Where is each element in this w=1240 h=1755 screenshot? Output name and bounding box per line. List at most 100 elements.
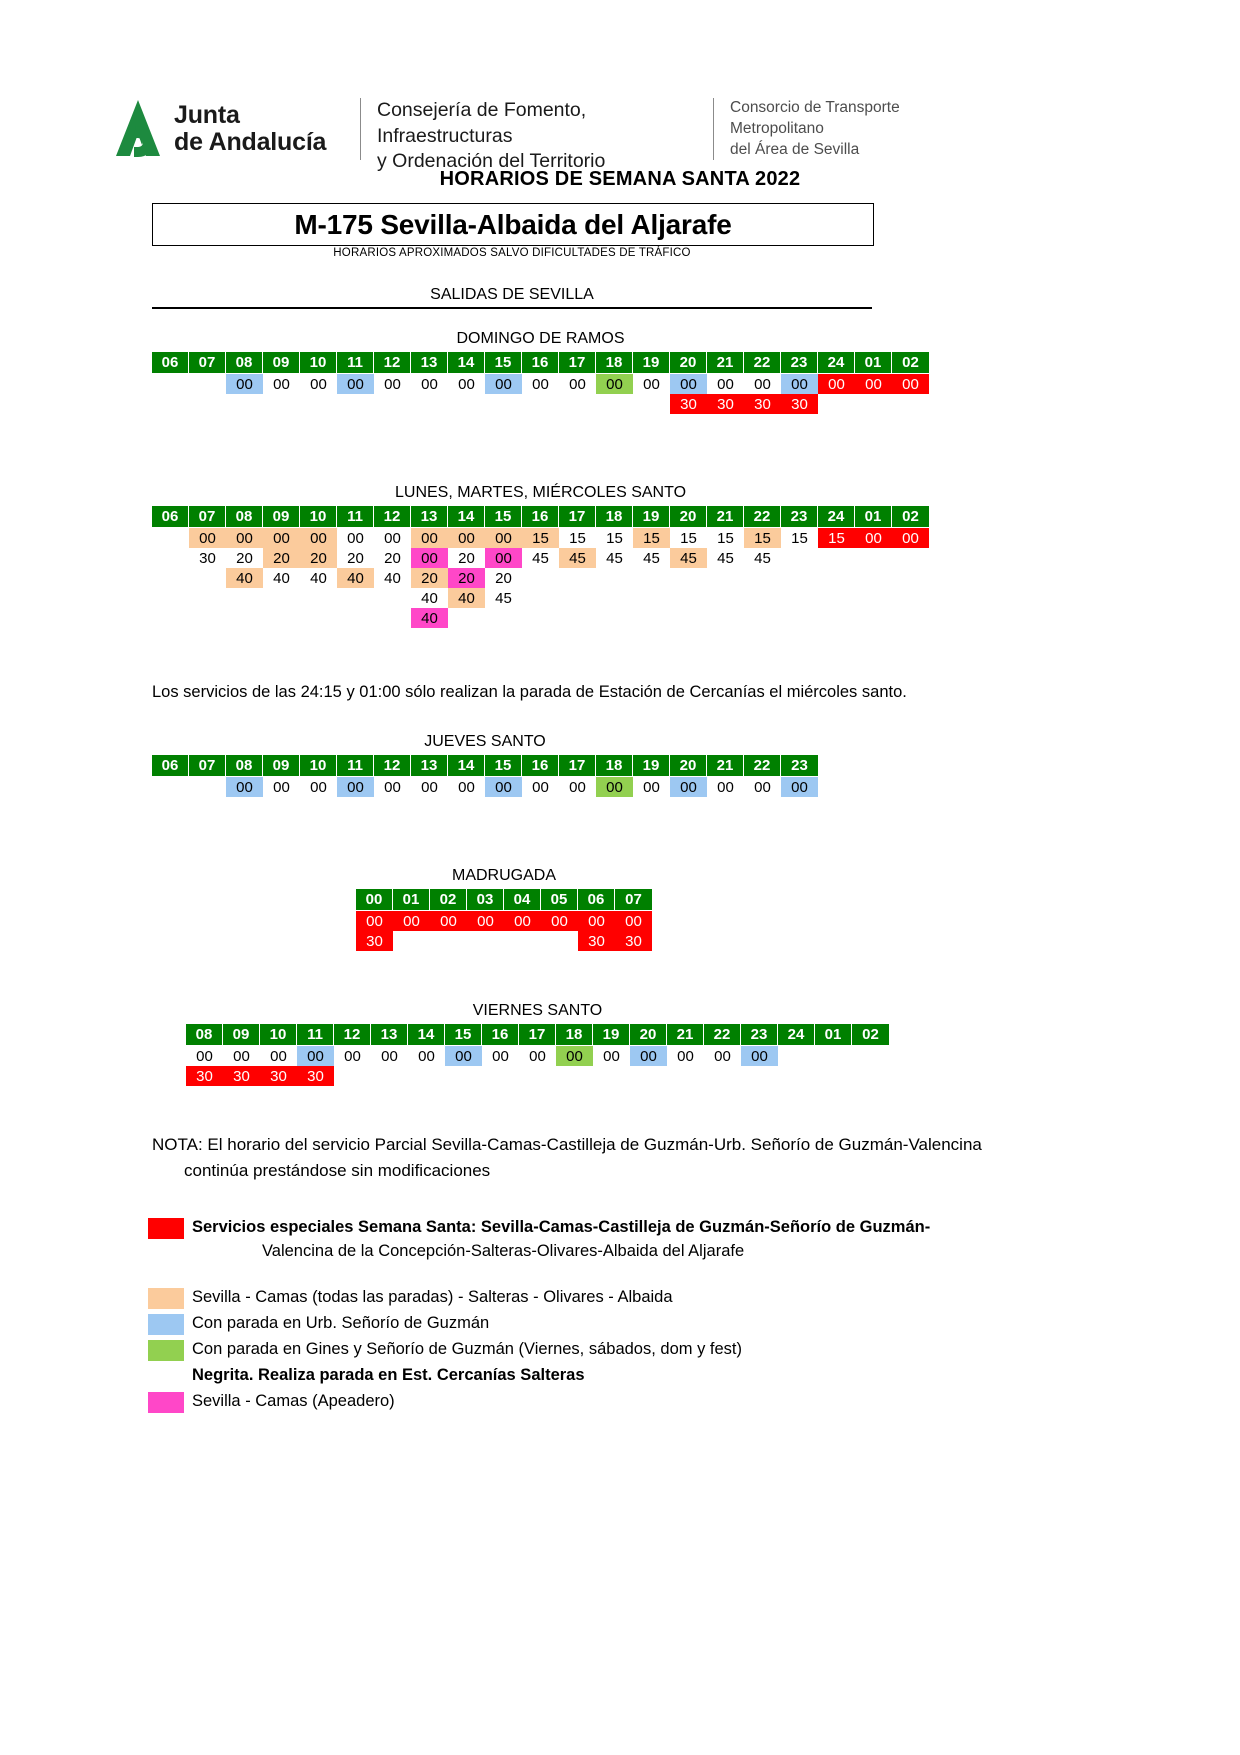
minute-cell: 00 [430,911,467,931]
hour-header-cell: 22 [704,1024,741,1045]
legend-label: Sevilla - Camas (Apeadero) [192,1391,395,1410]
hour-header-cell: 06 [152,755,189,776]
empty-cell [892,548,929,568]
minute-cell: 00 [855,528,892,548]
schedule-row: 30 30 30 30 [152,394,929,414]
legend-item: Sevilla - Camas (todas las paradas) - Sa… [148,1286,1108,1310]
hour-header-cell: 08 [226,506,263,527]
hour-header-cell: 14 [408,1024,445,1045]
minute-cell: 00 [421,375,438,393]
empty-cell [855,548,892,568]
minute-cell: 45 [717,549,734,567]
hour-header-cell: 24 [818,352,855,373]
minute-cell: 00 [892,374,929,394]
legend-swatch-red [148,1218,184,1239]
hour-header-cell: 11 [337,506,374,527]
minute-cell: 15 [680,529,697,547]
spacer-cell [374,608,411,628]
midnight-service-note: Los servicios de las 24:15 y 01:00 sólo … [152,683,907,701]
minute-cell: 20 [236,549,253,567]
schedule-block-jueves-santo: JUEVES SANTO 06 07 08 09 10 11 12 13 14 15 16 17 18 19… [152,733,818,797]
minute-cell: 30 [186,1066,223,1086]
empty-cell [467,931,504,951]
hour-header-cell: 06 [152,352,189,373]
hour-header-cell: 16 [522,352,559,373]
schedule-row: 00 00 00 00 00 00 00 00 [356,911,652,931]
minute-cell: 00 [615,911,652,931]
minute-cell: 00 [556,1046,593,1066]
nota-line1: NOTA: El horario del servicio Parcial Se… [152,1135,982,1154]
nota-block: NOTA: El horario del servicio Parcial Se… [152,1132,1092,1183]
legend-label: Sevilla - Camas (todas las paradas) - Sa… [192,1287,673,1306]
minute-cell: 00 [226,777,263,797]
hour-header-cell: 23 [741,1024,778,1045]
empty-cell [189,394,226,414]
empty-cell [445,1066,482,1086]
empty-cell [152,528,189,548]
hour-header-cell: 03 [467,889,504,910]
minute-cell: 00 [310,375,327,393]
empty-cell [541,931,578,951]
hour-header-cell: 19 [633,755,670,776]
schedule-block-viernes-santo: VIERNES SANTO 08 09 10 11 12 13 14 15 16 17 18 19 20 2… [186,1002,889,1086]
minute-cell: 00 [411,548,448,568]
legend-label: Negrita. Realiza parada en Est. Cercanía… [192,1365,585,1384]
minute-cell: 45 [670,548,707,568]
hour-header-cell: 07 [615,889,652,910]
hour-header-cell: 18 [556,1024,593,1045]
legend-sublabel: Valencina de la Concepción-Salteras-Oliv… [262,1241,745,1260]
minute-cell: 20 [495,569,512,587]
minute-cell: 20 [384,549,401,567]
hour-header-cell: 17 [559,352,596,373]
empty-cell [815,1046,852,1066]
minute-cell: 00 [504,911,541,931]
minute-cell: 00 [569,778,586,796]
minute-cell: 45 [754,549,771,567]
empty-cell [892,394,929,414]
hour-header-cell: 12 [334,1024,371,1045]
spacer-cell [374,588,411,608]
schedule-row: 40 40 45 [152,588,966,608]
minute-cell: 20 [448,568,485,588]
schedule-row: 40 [152,608,966,628]
hour-header-cell: 21 [667,1024,704,1045]
horarios-semana-santa-label: HORARIOS DE SEMANA SANTA 2022 [439,168,801,190]
minute-cell: 30 [744,394,781,414]
hour-header-cell: 02 [892,352,929,373]
legend-label: Servicios especiales Semana Santa: Sevil… [192,1218,931,1236]
hour-header-cell: 23 [781,506,818,527]
hour-header-row: 00 01 02 03 04 05 06 07 [356,889,652,910]
schedule-block-domingo-de-ramos: DOMINGO DE RAMOS 06 07 08 09 10 11 12 13 14 15 16 17… [152,330,929,414]
minute-cell: 40 [226,568,263,588]
empty-cell [430,931,467,951]
junta-logo-line2: de Andalucía [174,128,327,156]
minute-cell: 00 [670,777,707,797]
hour-header-cell: 12 [374,506,411,527]
empty-cell [300,394,337,414]
hour-header-cell: 14 [448,755,485,776]
spacer-cell [263,608,300,628]
minute-cell: 00 [569,375,586,393]
minute-cell: 00 [532,778,549,796]
minute-cell: 00 [344,1047,361,1065]
schedule-title: LUNES, MARTES, MIÉRCOLES SANTO [394,484,687,501]
empty-cell [189,777,226,797]
empty-cell [152,777,189,797]
empty-cell [448,394,485,414]
hour-header-row: 06 07 08 09 10 11 12 13 14 15 16 17 18 19 20 21 22 23 24 01… [152,352,929,373]
spacer-cell [152,548,189,568]
minute-cell: 20 [263,548,300,568]
empty-cell [485,394,522,414]
empty-cell [778,1066,815,1086]
hour-header-cell: 15 [485,352,522,373]
minute-cell: 00 [485,777,522,797]
empty-cell [519,1066,556,1086]
minute-cell: 20 [300,548,337,568]
minute-cell: 30 [707,394,744,414]
hour-header-cell: 20 [670,506,707,527]
minute-cell: 45 [643,549,660,567]
page-title: M-175 Sevilla-Albaida del Aljarafe [294,208,732,240]
hour-header-cell: 09 [263,506,300,527]
empty-cell [559,568,596,588]
hour-header-cell: 08 [226,352,263,373]
